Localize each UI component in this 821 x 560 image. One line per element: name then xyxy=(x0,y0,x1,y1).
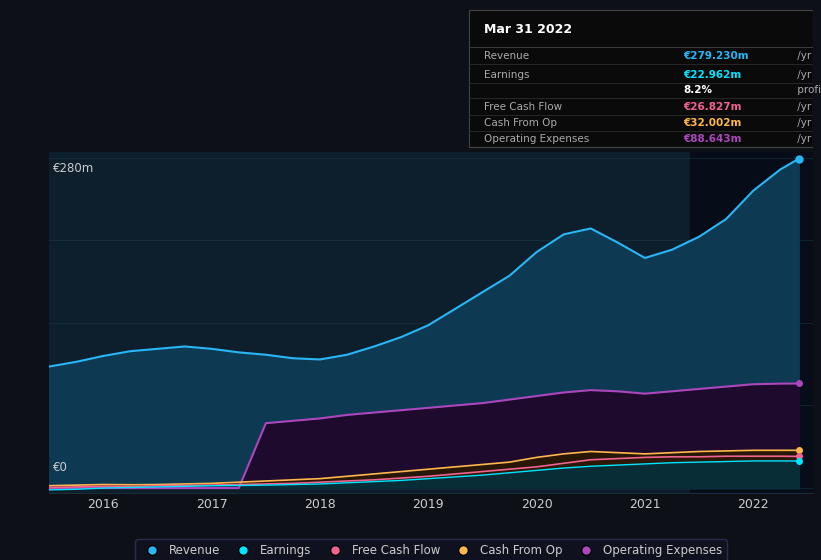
Text: €26.827m: €26.827m xyxy=(683,102,741,113)
Text: /yr: /yr xyxy=(794,70,811,80)
Text: €0: €0 xyxy=(53,461,68,474)
Text: /yr: /yr xyxy=(794,118,811,128)
Text: €88.643m: €88.643m xyxy=(683,134,741,144)
FancyBboxPatch shape xyxy=(470,10,813,147)
Text: €22.962m: €22.962m xyxy=(683,70,741,80)
Text: profit margin: profit margin xyxy=(794,85,821,95)
Text: /yr: /yr xyxy=(794,51,811,61)
Text: 8.2%: 8.2% xyxy=(683,85,712,95)
Text: Mar 31 2022: Mar 31 2022 xyxy=(484,23,572,36)
Text: €279.230m: €279.230m xyxy=(683,51,749,61)
Legend: Revenue, Earnings, Free Cash Flow, Cash From Op, Operating Expenses: Revenue, Earnings, Free Cash Flow, Cash … xyxy=(135,539,727,560)
Text: /yr: /yr xyxy=(794,102,811,113)
Text: Free Cash Flow: Free Cash Flow xyxy=(484,102,562,113)
Text: €280m: €280m xyxy=(53,162,94,175)
Text: Cash From Op: Cash From Op xyxy=(484,118,557,128)
Bar xyxy=(690,152,819,493)
Text: /yr: /yr xyxy=(794,134,811,144)
Text: Revenue: Revenue xyxy=(484,51,530,61)
Text: €32.002m: €32.002m xyxy=(683,118,741,128)
Text: Operating Expenses: Operating Expenses xyxy=(484,134,589,144)
Text: Earnings: Earnings xyxy=(484,70,530,80)
